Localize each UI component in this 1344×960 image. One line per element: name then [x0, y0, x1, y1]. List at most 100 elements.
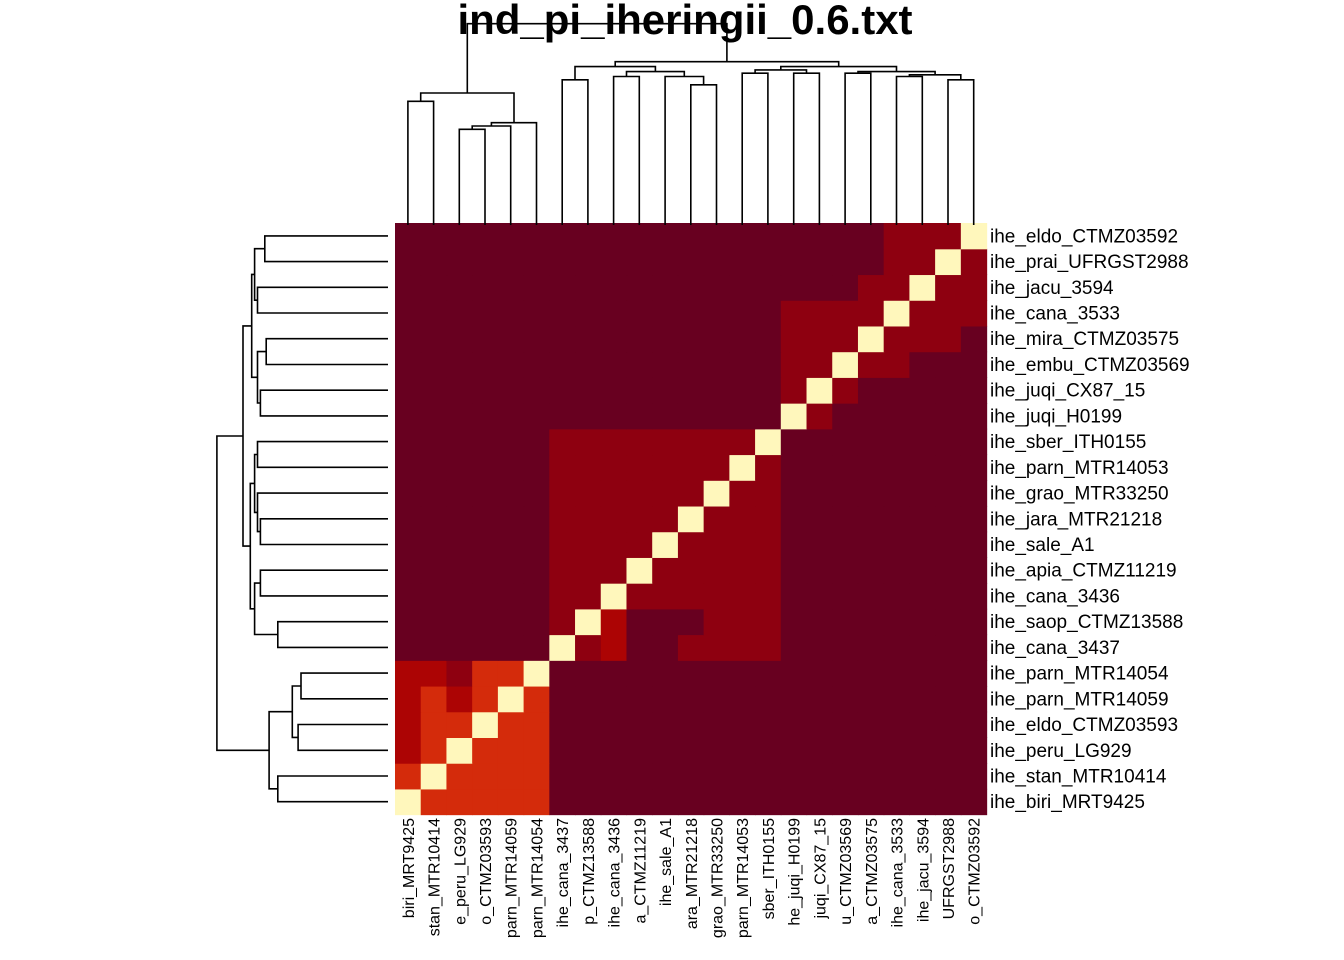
heatmap-cell	[960, 608, 988, 636]
heatmap-cell	[909, 737, 936, 764]
heatmap-cell	[497, 454, 525, 481]
heatmap-cell	[857, 325, 885, 353]
heatmap-cell	[857, 531, 885, 558]
heatmap-cell	[497, 274, 525, 301]
heatmap-cell	[780, 685, 808, 713]
heatmap-cell	[677, 737, 705, 764]
row-label: ihe_cana_3436	[990, 586, 1120, 607]
row-label: ihe_grao_MTR33250	[990, 484, 1169, 505]
dendrogram-branch	[741, 72, 769, 225]
heatmap-cell	[909, 223, 936, 250]
dendrogram-branch	[216, 435, 270, 752]
heatmap-cell	[395, 660, 422, 687]
heatmap-cell	[832, 428, 859, 456]
heatmap-cell	[472, 428, 499, 456]
heatmap-cell	[549, 788, 576, 816]
row-label: ihe_eldo_CTMZ03592	[990, 226, 1178, 247]
heatmap-cell	[549, 737, 576, 764]
heatmap-cell	[729, 505, 756, 533]
heatmap-cell	[497, 505, 525, 533]
heatmap-cell	[575, 274, 602, 301]
heatmap-cell	[600, 583, 628, 610]
heatmap-cell	[677, 377, 705, 404]
heatmap-cell	[960, 763, 988, 790]
heatmap-cell	[857, 763, 885, 790]
heatmap-cell	[652, 300, 679, 327]
heatmap-cell	[935, 274, 962, 301]
heatmap-cell	[703, 634, 730, 661]
heatmap-cell	[523, 583, 550, 610]
heatmap-cell	[497, 660, 525, 687]
chart-title: ind_pi_iheringii_0.6.txt	[457, 0, 912, 43]
dendrogram-branch	[895, 75, 924, 225]
heatmap-cell	[755, 248, 782, 276]
heatmap-cell	[780, 711, 808, 738]
heatmap-cell	[909, 300, 936, 327]
heatmap-cell	[652, 685, 679, 713]
dendrogram-branch	[259, 569, 388, 597]
heatmap-cell	[652, 531, 679, 558]
heatmap-cell	[832, 788, 859, 816]
heatmap-cell	[935, 377, 962, 404]
heatmap-cell	[395, 788, 422, 816]
heatmap-cell	[755, 531, 782, 558]
heatmap-cell	[935, 660, 962, 687]
heatmap-cell	[909, 685, 936, 713]
heatmap-cell	[549, 454, 576, 481]
heatmap-cell	[883, 480, 910, 507]
heatmap-cell	[780, 608, 808, 636]
row-label: ihe_saop_CTMZ13588	[990, 612, 1183, 633]
heatmap-cell	[677, 351, 705, 378]
heatmap-cell	[935, 325, 962, 353]
heatmap-cell	[472, 480, 499, 507]
heatmap-cell	[523, 608, 550, 636]
heatmap-cell	[703, 557, 730, 584]
column-label: biri_MRT9425	[401, 818, 418, 918]
heatmap-cell	[755, 634, 782, 661]
heatmap-cell	[600, 711, 628, 738]
column-label: he_juqi_H0199	[787, 818, 804, 926]
heatmap-cell	[420, 737, 448, 764]
heatmap-cell	[600, 428, 628, 456]
heatmap-cell	[857, 634, 885, 661]
heatmap-cell	[832, 557, 859, 584]
heatmap-cell	[883, 377, 910, 404]
heatmap-cell	[729, 660, 756, 687]
heatmap-cell	[703, 505, 730, 533]
heatmap-cell	[420, 660, 448, 687]
heatmap-cell	[909, 325, 936, 353]
heatmap-cell	[420, 377, 448, 404]
heatmap-cell	[677, 274, 705, 301]
heatmap-cell	[857, 608, 885, 636]
row-label: ihe_parn_MTR14059	[990, 689, 1169, 710]
heatmap-cell	[960, 300, 988, 327]
heatmap-cell	[960, 480, 988, 507]
heatmap-cell	[677, 608, 705, 636]
column-label: parn_MTR14053	[735, 818, 752, 938]
heatmap-cell	[395, 223, 422, 250]
heatmap-cell	[729, 325, 756, 353]
heatmap-cell	[395, 248, 422, 276]
heatmap-cell	[549, 505, 576, 533]
heatmap-cell	[446, 711, 473, 738]
heatmap-cell	[703, 454, 730, 481]
dendrogram-branch	[664, 75, 705, 225]
heatmap-cell	[755, 480, 782, 507]
heatmap-cell	[497, 248, 525, 276]
dendrogram-branch	[419, 92, 515, 123]
heatmap-cell	[446, 788, 473, 816]
heatmap-cell	[677, 788, 705, 816]
heatmap-cell	[395, 428, 422, 456]
heatmap-cell	[420, 454, 448, 481]
heatmap-cell	[626, 763, 653, 790]
dendrogram-branch	[947, 79, 975, 225]
heatmap-cell	[420, 351, 448, 378]
heatmap-cell	[677, 223, 705, 250]
heatmap-cell	[497, 634, 525, 661]
heatmap-cell	[755, 351, 782, 378]
heatmap-cell	[935, 634, 962, 661]
heatmap-cell	[806, 454, 833, 481]
heatmap-cell	[703, 763, 730, 790]
heatmap-cell	[857, 505, 885, 533]
